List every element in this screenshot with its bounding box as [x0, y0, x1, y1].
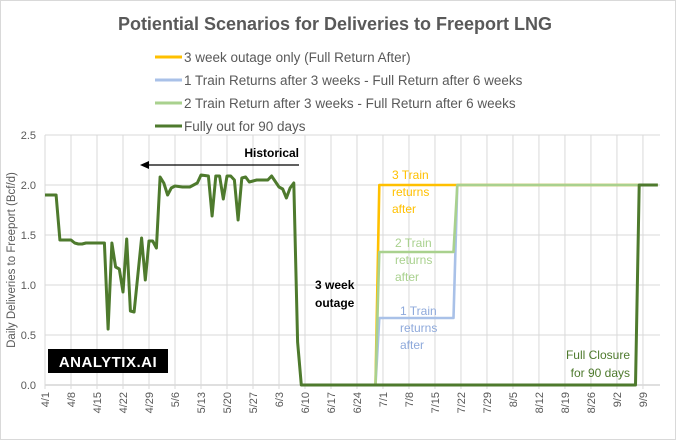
train1-line-3: after — [400, 338, 424, 352]
x-tick-label: 4/15 — [92, 392, 104, 413]
x-tick-label: 9/9 — [638, 392, 650, 407]
x-tick-label: 8/5 — [508, 392, 520, 407]
x-tick-label: 8/19 — [560, 392, 572, 413]
historical-label: Historical — [244, 146, 299, 160]
outage-line-2: outage — [315, 296, 355, 310]
x-tick-label: 7/29 — [482, 392, 494, 413]
y-axis-label: Daily Deliveries to Freeport (Bcf/d) — [6, 172, 18, 348]
train2-line-3: after — [395, 270, 419, 284]
x-tick-label: 6/24 — [352, 392, 364, 413]
x-axis-ticks: 4/1 4/8 4/15 4/22 4/29 5/6 5/13 5/20 5/27 6/3 6/10… — [40, 392, 650, 413]
y-axis-ticks: 0.0 0.5 1.0 1.5 2.0 2.5 — [21, 130, 36, 392]
closure-line-1: Full Closure — [566, 348, 630, 362]
train2-line-1: 2 Train — [395, 236, 432, 250]
legend: 3 week outage only (Full Return After) 1 … — [155, 50, 523, 134]
y-tick-label: 2.5 — [21, 130, 36, 142]
annotation-2-train: 2 Train returns after — [395, 236, 432, 284]
legend-label: 1 Train Returns after 3 weeks - Full Ret… — [184, 73, 523, 88]
legend-label: 3 week outage only (Full Return After) — [184, 50, 411, 65]
x-tick-label: 7/15 — [430, 392, 442, 413]
legend-label: 2 Train Return after 3 weeks - Full Retu… — [184, 96, 516, 111]
logo-text: ANALYTIX.AI — [59, 354, 157, 371]
y-tick-label: 2.0 — [21, 180, 36, 192]
chart-title: Potiential Scenarios for Deliveries to F… — [118, 14, 552, 34]
closure-line-2: for 90 days — [571, 366, 630, 380]
series-lines — [45, 173, 658, 387]
arrow-left-icon — [140, 161, 149, 169]
annotation-outage: 3 week outage — [315, 278, 355, 310]
x-tick-label: 5/13 — [196, 392, 208, 413]
x-tick-label: 4/8 — [66, 392, 78, 407]
x-tick-label: 7/1 — [378, 392, 390, 407]
legend-label: Fully out for 90 days — [184, 119, 306, 134]
x-tick-label: 6/10 — [300, 392, 312, 413]
outage-line-1: 3 week — [315, 278, 355, 292]
x-tick-label: 7/8 — [404, 392, 416, 407]
analytix-logo: ANALYTIX.AI — [48, 349, 168, 373]
train1-line-1: 1 Train — [400, 304, 437, 318]
x-tick-label: 6/3 — [274, 392, 286, 407]
train2-line-2: returns — [395, 253, 432, 267]
x-tick-label: 5/20 — [222, 392, 234, 413]
x-tick-label: 4/29 — [144, 392, 156, 413]
train1-line-2: returns — [400, 321, 437, 335]
annotation-1-train: 1 Train returns after — [400, 304, 437, 352]
y-tick-label: 0.5 — [21, 330, 36, 342]
x-tick-label: 8/12 — [534, 392, 546, 413]
x-tick-label: 7/22 — [456, 392, 468, 413]
train3-line-2: returns — [392, 185, 429, 199]
y-tick-label: 0.0 — [21, 380, 36, 392]
annotation-full-closure: Full Closure for 90 days — [566, 348, 630, 380]
train3-line-3: after — [392, 202, 416, 216]
annotation-3-train: 3 Train returns after — [392, 168, 429, 216]
x-tick-label: 8/26 — [586, 392, 598, 413]
x-tick-label: 9/2 — [612, 392, 624, 407]
y-tick-label: 1.0 — [21, 280, 36, 292]
series-line-3 — [45, 173, 658, 387]
x-tick-label: 4/1 — [40, 392, 52, 407]
annotation-historical: Historical — [140, 146, 299, 169]
x-tick-label: 5/27 — [248, 392, 260, 413]
train3-line-1: 3 Train — [392, 168, 429, 182]
x-tick-label: 6/17 — [326, 392, 338, 413]
x-tick-label: 4/22 — [118, 392, 130, 413]
logo-background — [48, 349, 168, 373]
series-line-2 — [374, 183, 658, 386]
y-tick-label: 1.5 — [21, 230, 36, 242]
x-tick-label: 5/6 — [170, 392, 182, 407]
